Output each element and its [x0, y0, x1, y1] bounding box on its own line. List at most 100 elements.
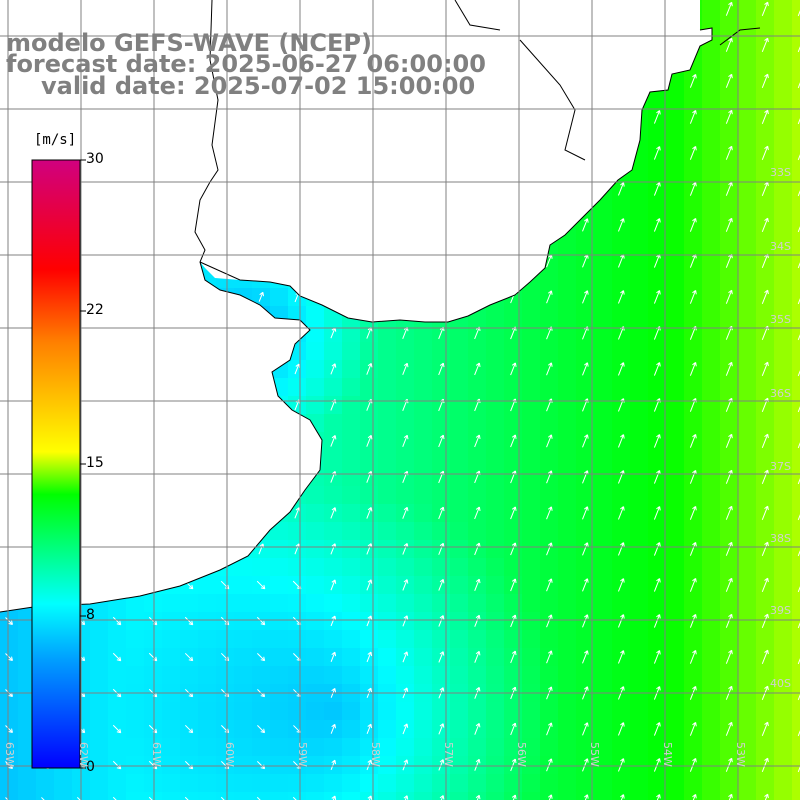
- wind-speed-cell: [648, 630, 667, 649]
- wind-speed-cell: [648, 486, 667, 505]
- wind-arrow: [5, 617, 13, 625]
- wind-speed-cell: [702, 234, 721, 253]
- wind-speed-cell: [450, 324, 469, 343]
- wind-speed-cell: [630, 792, 649, 800]
- wind-speed-cell: [630, 216, 649, 235]
- wind-speed-cell: [648, 468, 667, 487]
- wind-speed-cell: [468, 360, 487, 379]
- wind-speed-cell: [234, 630, 253, 649]
- wind-speed-cell: [612, 522, 631, 541]
- wind-speed-cell: [558, 342, 577, 361]
- wind-speed-cell: [792, 558, 800, 577]
- wind-speed-cell: [486, 630, 505, 649]
- wind-speed-cell: [126, 630, 145, 649]
- wind-speed-cell: [162, 594, 181, 613]
- wind-speed-cell: [702, 198, 721, 217]
- wind-speed-cell: [684, 594, 703, 613]
- wind-arrow: [689, 433, 697, 448]
- wind-speed-cell: [270, 630, 289, 649]
- wind-arrow: [330, 651, 337, 663]
- wind-speed-cell: [270, 558, 289, 577]
- wind-speed-cell: [360, 414, 379, 433]
- wind-speed-cell: [702, 72, 721, 91]
- wind-speed-cell: [630, 738, 649, 757]
- wind-speed-cell: [486, 648, 505, 667]
- wind-speed-cell: [396, 666, 415, 685]
- wind-speed-cell: [126, 666, 145, 685]
- wind-speed-cell: [90, 648, 109, 667]
- wind-speed-cell: [612, 504, 631, 523]
- wind-arrow: [725, 73, 733, 88]
- wind-speed-cell: [630, 630, 649, 649]
- wind-speed-cell: [648, 324, 667, 343]
- wind-speed-cell: [684, 306, 703, 325]
- wind-speed-cell: [630, 648, 649, 667]
- wind-speed-cell: [774, 468, 793, 487]
- wind-speed-cell: [756, 54, 775, 73]
- wind-arrow: [617, 542, 625, 556]
- wind-speed-cell: [648, 558, 667, 577]
- wind-arrow: [148, 652, 158, 662]
- wind-speed-cell: [486, 486, 505, 505]
- wind-speed-cell: [342, 324, 361, 343]
- wind-speed-cell: [738, 288, 757, 307]
- wind-speed-cell: [738, 540, 757, 559]
- wind-speed-cell: [432, 504, 451, 523]
- wind-speed-cell: [774, 378, 793, 397]
- wind-arrow: [797, 694, 800, 701]
- wind-speed-cell: [612, 360, 631, 379]
- wind-speed-cell: [774, 738, 793, 757]
- wind-speed-cell: [270, 522, 289, 541]
- wind-speed-cell: [468, 522, 487, 541]
- wind-speed-cell: [792, 720, 800, 739]
- wind-arrow: [474, 650, 481, 663]
- wind-speed-cell: [648, 378, 667, 397]
- wind-speed-cell: [396, 486, 415, 505]
- wind-speed-cell: [540, 306, 559, 325]
- wind-speed-cell: [738, 522, 757, 541]
- wind-speed-cell: [594, 648, 613, 667]
- wind-speed-cell: [648, 270, 667, 289]
- wind-speed-cell: [324, 558, 343, 577]
- wind-speed-cell: [36, 774, 55, 793]
- wind-arrow: [761, 361, 769, 377]
- wind-speed-cell: [792, 540, 800, 559]
- wind-speed-cell: [576, 306, 595, 325]
- wind-speed-cell: [450, 432, 469, 451]
- wind-speed-cell: [540, 648, 559, 667]
- wind-speed-cell: [432, 342, 451, 361]
- colorbar-tick-15: 15: [86, 455, 104, 471]
- wind-arrow: [797, 478, 800, 485]
- wind-speed-cell: [126, 792, 145, 800]
- wind-speed-cell: [792, 162, 800, 181]
- wind-speed-cell: [486, 450, 505, 469]
- wind-speed-cell: [702, 90, 721, 109]
- wind-speed-cell: [630, 198, 649, 217]
- colorbar-tick-22: 22: [86, 302, 104, 318]
- wind-speed-cell: [360, 576, 379, 595]
- wind-speed-cell: [594, 234, 613, 253]
- wind-arrow: [797, 550, 800, 557]
- wind-speed-cell: [432, 540, 451, 559]
- wind-arrow: [761, 505, 769, 521]
- wind-arrow: [725, 37, 733, 52]
- wind-speed-cell: [360, 486, 379, 505]
- wind-arrow: [761, 145, 769, 161]
- wind-speed-cell: [594, 666, 613, 685]
- wind-speed-cell: [486, 792, 505, 800]
- wind-speed-cell: [162, 774, 181, 793]
- wind-arrow: [366, 723, 373, 735]
- wind-speed-cell: [450, 504, 469, 523]
- wind-arrow: [797, 442, 800, 449]
- wind-speed-cell: [774, 450, 793, 469]
- wind-speed-cell: [252, 666, 271, 685]
- wind-speed-cell: [792, 774, 800, 793]
- wind-speed-cell: [594, 522, 613, 541]
- wind-speed-cell: [432, 396, 451, 415]
- wind-speed-cell: [738, 450, 757, 469]
- lat-label-34s: 34S: [770, 240, 791, 253]
- wind-speed-cell: [666, 216, 685, 235]
- wind-arrow: [148, 724, 158, 734]
- wind-speed-cell: [630, 774, 649, 793]
- wind-speed-cell: [756, 630, 775, 649]
